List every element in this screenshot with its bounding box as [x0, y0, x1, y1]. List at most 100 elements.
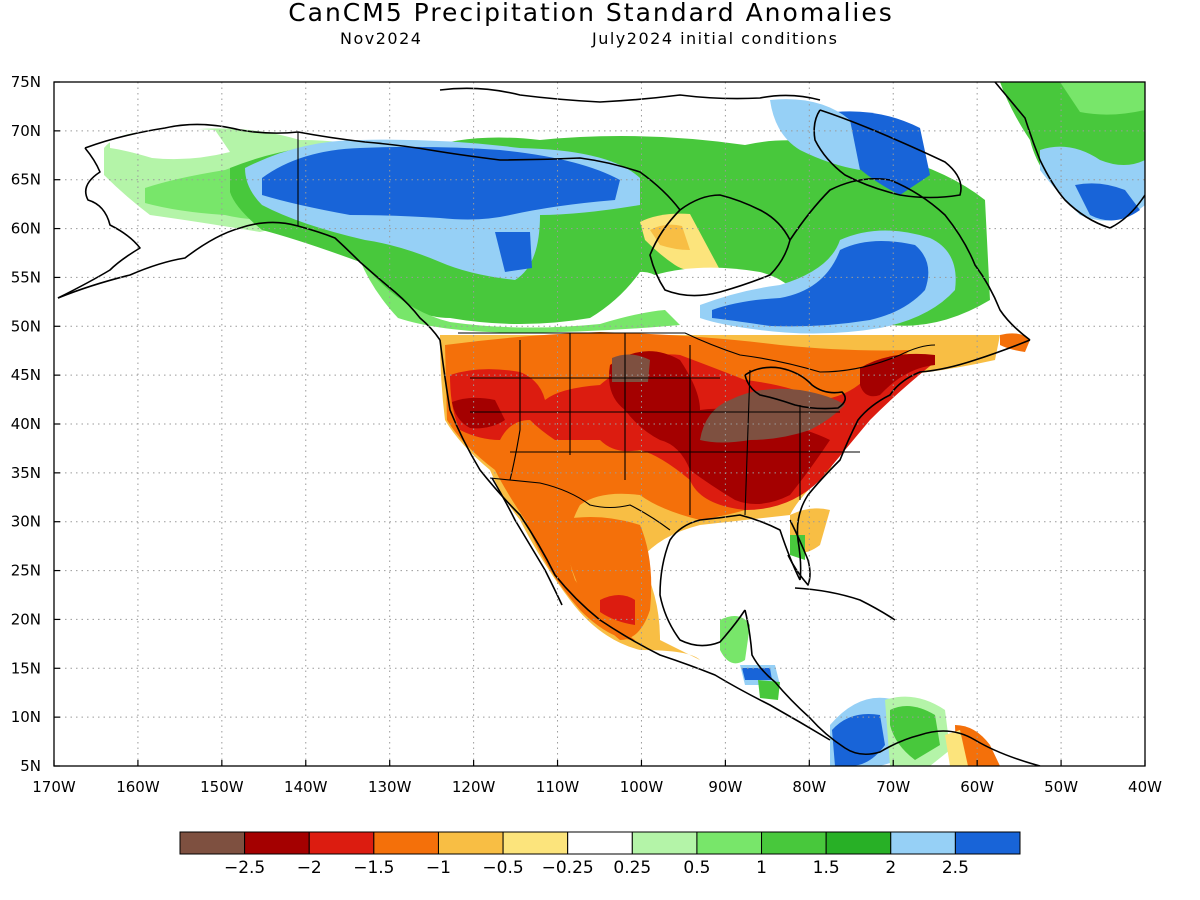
lat-tick-label: 5N: [20, 757, 41, 775]
lat-tick-label: 25N: [11, 562, 41, 580]
coastline-baffin: [813, 109, 962, 199]
lon-tick-label: 170W: [32, 778, 76, 796]
colorbar-swatch: [890, 831, 956, 855]
lon-tick-label: 150W: [200, 778, 244, 796]
colorbar-swatch: [825, 831, 892, 855]
anomaly-alaska-white: [110, 128, 230, 160]
coastline-alaska-north: [84, 123, 299, 149]
anomaly-ohio-valley-brown: [700, 388, 845, 443]
lat-tick-label: 45N: [11, 366, 41, 384]
anomaly-newfoundland-orange: [1000, 333, 1030, 352]
coastline-alaska-west: [57, 147, 141, 299]
coastline-baja: [491, 477, 563, 606]
lat-tick-label: 20N: [11, 610, 41, 628]
anomaly-canada-light: [360, 260, 680, 333]
lat-tick-label: 10N: [11, 708, 41, 726]
colorbar-swatch: [761, 831, 827, 855]
coastline-greenland: [994, 82, 1145, 229]
anomaly-yucatan-green: [720, 616, 750, 664]
coastline-east-us: [796, 339, 1031, 581]
colorbar-swatch: [244, 831, 310, 855]
coastline-hudson-bay: [649, 194, 791, 297]
lat-tick-label: 75N: [11, 73, 41, 91]
coastline-florida: [787, 519, 811, 586]
anomaly-honduras-green: [758, 680, 780, 700]
longitude-axis: 170W 160W 150W 140W 130W 120W 110W 100W 90W 80W 70…: [32, 760, 1162, 796]
coastlines: [57, 82, 1145, 766]
init-conditions-label: July2024 initial conditions: [592, 29, 839, 48]
lat-tick-label: 60N: [11, 220, 41, 238]
anomaly-california-darkred: [452, 397, 505, 429]
colorbar-swatch: [954, 831, 1021, 855]
colorbar-swatch: [437, 831, 504, 855]
colorbar-label: 1.5: [813, 858, 840, 878]
lon-tick-label: 110W: [536, 778, 580, 796]
colorbar-swatch: [179, 831, 246, 855]
lon-tick-label: 80W: [792, 778, 826, 796]
anomaly-quebec-blue: [712, 241, 929, 327]
colorbar-swatch: [631, 831, 698, 855]
colorbar-label: −2.5: [224, 858, 265, 878]
lat-tick-label: 55N: [11, 268, 41, 286]
lon-tick-label: 160W: [116, 778, 160, 796]
anomaly-greenland-light: [1060, 82, 1145, 115]
coastline-arctic-canada: [297, 131, 681, 211]
anomaly-nw-canada-blue-lobe: [495, 232, 532, 272]
lon-tick-label: 130W: [368, 778, 412, 796]
colorbar-swatch: [308, 831, 375, 855]
colorbar-label: 0.25: [613, 858, 651, 878]
colorbar-label: 1: [756, 858, 767, 878]
colorbar-swatch: [696, 831, 763, 855]
lat-tick-label: 70N: [11, 122, 41, 140]
colorbar-label: −2: [297, 858, 322, 878]
border-state-5: [744, 369, 751, 516]
anomaly-mexico-red: [600, 595, 635, 625]
lon-tick-label: 100W: [620, 778, 664, 796]
lon-tick-label: 120W: [452, 778, 496, 796]
anomaly-field: [104, 82, 1145, 766]
coastline-great-lakes: [744, 366, 846, 410]
lon-tick-label: 40W: [1128, 778, 1162, 796]
coastline-alaska: [57, 221, 441, 341]
anomaly-honduras-blue: [742, 668, 772, 680]
latitude-axis: 75N 70N 65N 60N 55N 50N 45N 40N 35N 30N 25N 20N 15N 1…: [11, 73, 60, 775]
colorbar-label: 2: [885, 858, 896, 878]
colorbar-label: −1: [426, 858, 451, 878]
border-us-mexico: [489, 477, 671, 531]
coastline-cuba: [794, 587, 896, 621]
coastline-arctic-islands: [439, 87, 821, 103]
border-state-1: [509, 340, 521, 481]
coastline-labrador: [789, 177, 1031, 341]
colorbar-label: −0.25: [542, 858, 594, 878]
anomaly-nunavut-blue: [835, 111, 930, 195]
lon-tick-label: 90W: [708, 778, 742, 796]
lat-tick-label: 65N: [11, 171, 41, 189]
lon-tick-label: 50W: [1044, 778, 1078, 796]
anomaly-colombia-blue: [832, 714, 885, 766]
border-us-canada: [458, 332, 936, 373]
lat-tick-label: 40N: [11, 415, 41, 433]
coastline-pacific-mexico: [439, 339, 831, 741]
graticule: [54, 82, 1145, 766]
anomaly-northeast-darkred: [860, 353, 935, 397]
colorbar-swatch: [567, 831, 633, 855]
anomaly-greenland-blue: [1075, 183, 1140, 221]
colorbar-swatch: [502, 831, 569, 855]
lat-tick-label: 35N: [11, 464, 41, 482]
coastline-gulf: [659, 514, 801, 647]
lat-tick-label: 50N: [11, 317, 41, 335]
colorbar-label: 0.5: [683, 858, 710, 878]
anomaly-cuba-green: [790, 535, 805, 560]
lon-tick-label: 70W: [876, 778, 910, 796]
anomaly-venezuela-green: [890, 706, 940, 760]
colorbar-label: 2.5: [942, 858, 969, 878]
colorbar-label: −1.5: [353, 858, 394, 878]
lat-tick-label: 15N: [11, 659, 41, 677]
colorbar: −2.5 −2 −1.5 −1 −0.5 −0.25 0.25 0.5 1 1.5 2 2.5: [179, 831, 1021, 878]
anomaly-hudson-orange: [650, 224, 690, 250]
anomaly-nw-canada-blue: [262, 146, 620, 220]
anomaly-guyana-yellow: [945, 730, 968, 766]
lon-tick-label: 140W: [284, 778, 328, 796]
valid-month-label: Nov2024: [340, 29, 423, 48]
